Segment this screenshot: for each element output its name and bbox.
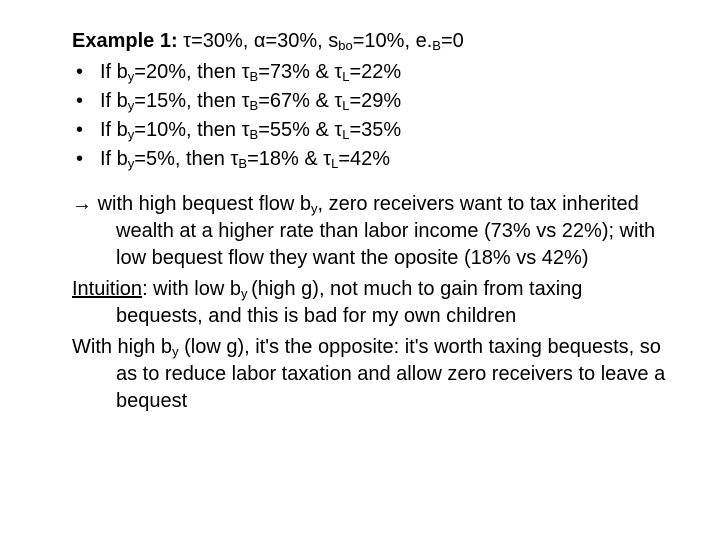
bullet-item: If by=15%, then τB=67% & τL=29%: [72, 88, 672, 115]
slide-body: Example 1: τ=30%, α=30%, sbo=10%, e.B=0 …: [0, 0, 720, 540]
bullet-sub-B: B: [250, 98, 259, 113]
bullet-item: If by=5%, then τB=18% & τL=42%: [72, 146, 672, 173]
bullet-sub-y: y: [128, 156, 135, 171]
bullet-mid: =15%, then τ: [134, 90, 249, 112]
bullet-mid2: =18% & τ: [247, 148, 331, 170]
bullet-item: If by=20%, then τB=73% & τL=22%: [72, 59, 672, 86]
heading-sub-eB: B: [432, 38, 441, 53]
heading-params-1: τ=30%, α=30%, s: [178, 30, 339, 52]
bullet-sub-B: B: [238, 156, 247, 171]
p2-t1: : with low b: [142, 278, 241, 300]
p1-sub-y: y: [311, 201, 318, 216]
heading-params-3: =0: [441, 30, 464, 52]
bullet-pre: If b: [100, 90, 128, 112]
p2-sub-y: y: [241, 286, 251, 301]
bullet-end: =35%: [349, 119, 401, 141]
bullet-sub-L: L: [342, 98, 349, 113]
intuition-label: Intuition: [72, 278, 142, 300]
p1-t1: with high bequest flow b: [98, 193, 311, 215]
bullet-sub-L: L: [342, 69, 349, 84]
arrow: →: [72, 193, 98, 215]
bullet-sub-y: y: [128, 69, 135, 84]
bullet-pre: If b: [100, 61, 128, 83]
p3-sub-y: y: [172, 344, 179, 359]
heading-params-2: =10%, e.: [353, 30, 433, 52]
bullet-sub-y: y: [128, 98, 135, 113]
bullet-mid: =5%, then τ: [134, 148, 238, 170]
bullet-end: =42%: [338, 148, 390, 170]
bullet-item: If by=10%, then τB=55% & τL=35%: [72, 117, 672, 144]
paragraph-1: → with high bequest flow by, zero receiv…: [116, 191, 672, 272]
bullet-sub-y: y: [128, 127, 135, 142]
p3-t1: With high b: [72, 336, 172, 358]
bullet-pre: If b: [100, 119, 128, 141]
example-label: Example 1:: [72, 30, 178, 52]
bullet-sub-L: L: [342, 127, 349, 142]
p3-t2: (low g), it's the opposite: it's worth t…: [116, 336, 665, 412]
heading-sub-bo: bo: [338, 38, 352, 53]
bullet-end: =22%: [349, 61, 401, 83]
bullet-sub-B: B: [250, 69, 259, 84]
paragraph-2: Intuition: with low by (high g), not muc…: [116, 276, 672, 330]
bullet-sub-B: B: [250, 127, 259, 142]
bullet-pre: If b: [100, 148, 128, 170]
bullet-mid: =10%, then τ: [134, 119, 249, 141]
bullet-mid: =20%, then τ: [134, 61, 249, 83]
bullet-sub-L: L: [331, 156, 338, 171]
bullet-list: If by=20%, then τB=73% & τL=22% If by=15…: [72, 59, 672, 173]
bullet-mid2: =67% & τ: [258, 90, 342, 112]
bullet-mid2: =73% & τ: [258, 61, 342, 83]
paragraph-3: With high by (low g), it's the opposite:…: [116, 334, 672, 415]
example-heading: Example 1: τ=30%, α=30%, sbo=10%, e.B=0: [72, 28, 672, 55]
bullet-mid2: =55% & τ: [258, 119, 342, 141]
bullet-end: =29%: [349, 90, 401, 112]
